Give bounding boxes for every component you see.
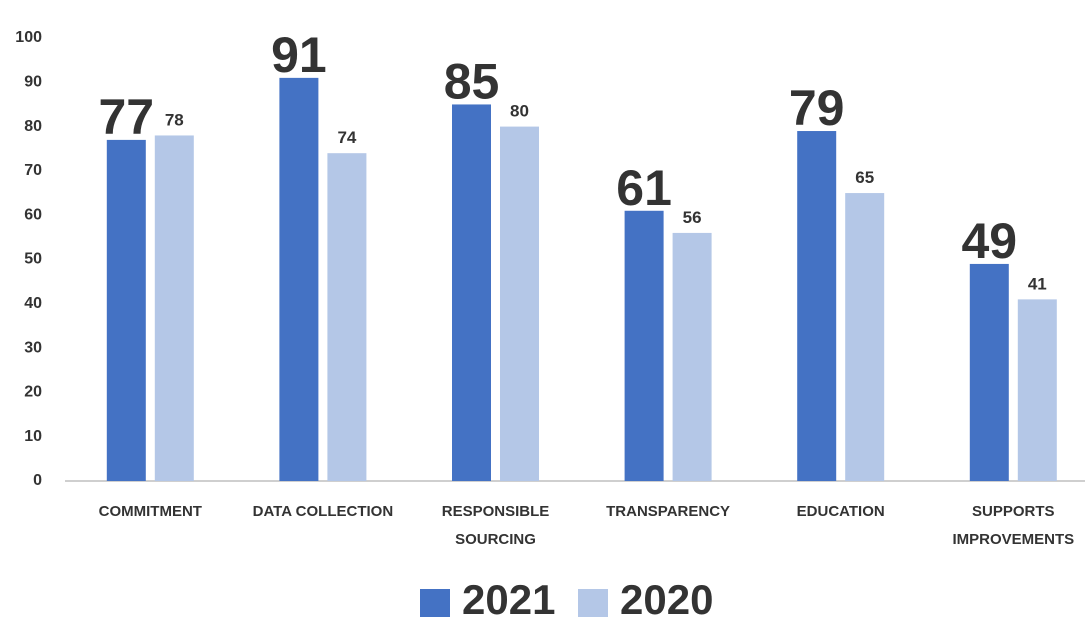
data-label: 80 [510, 102, 529, 121]
y-tick-label: 50 [24, 251, 42, 268]
legend-label: 2021 [462, 576, 555, 617]
bar [106, 139, 146, 481]
bar [500, 126, 539, 481]
x-tick-label: EDUCATION [796, 503, 885, 520]
y-tick-label: 80 [24, 118, 42, 135]
y-tick-label: 20 [24, 384, 42, 401]
y-tick-label: 90 [24, 74, 42, 91]
bar [672, 232, 712, 481]
data-label: 91 [271, 27, 327, 83]
y-tick-label: 70 [24, 162, 42, 179]
bar [624, 210, 664, 481]
data-label: 79 [789, 80, 845, 136]
data-label: 77 [98, 89, 154, 145]
legend-swatch [420, 589, 450, 617]
data-label: 61 [616, 160, 672, 216]
y-tick-label: 60 [24, 206, 42, 223]
data-label: 85 [444, 53, 500, 109]
bar [797, 131, 837, 481]
data-label: 56 [683, 208, 702, 227]
legend-swatch [578, 589, 608, 617]
bar [1017, 299, 1057, 481]
data-label: 74 [337, 128, 356, 147]
data-label: 65 [855, 168, 874, 187]
bar [327, 153, 367, 481]
data-label: 78 [165, 110, 184, 129]
x-tick-label: DATA COLLECTION [252, 503, 394, 520]
data-label: 49 [961, 213, 1017, 269]
bar [279, 77, 319, 482]
bar [845, 193, 885, 482]
y-tick-label: 100 [15, 29, 42, 46]
bar [452, 104, 491, 481]
bar [969, 263, 1009, 481]
y-tick-label: 10 [24, 428, 42, 445]
y-tick-label: 30 [24, 339, 42, 356]
x-tick-label: RESPONSIBLE SOURCING [441, 503, 550, 548]
y-tick-label: 40 [24, 295, 42, 312]
bar [154, 135, 194, 481]
data-label: 41 [1028, 274, 1047, 293]
x-tick-label: TRANSPARENCY [606, 503, 731, 520]
y-tick-label: 0 [33, 472, 42, 489]
x-tick-label: COMMITMENT [98, 503, 202, 520]
x-tick-label: SUPPORTS IMPROVEMENTS [952, 503, 1075, 548]
legend-label: 2020 [620, 576, 713, 617]
